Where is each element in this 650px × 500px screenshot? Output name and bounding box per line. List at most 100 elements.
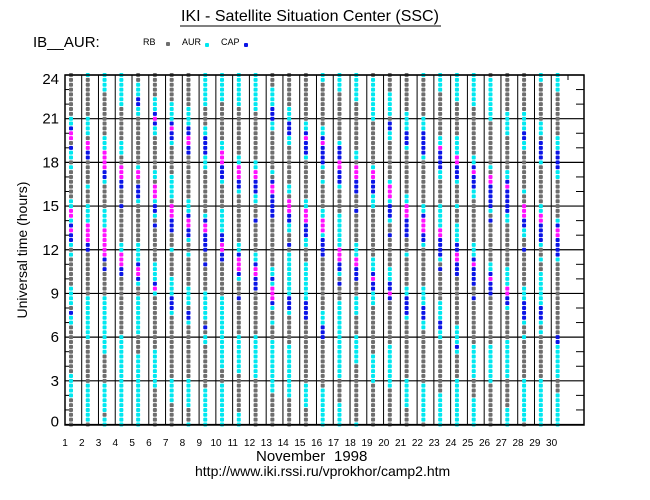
cap-point — [136, 194, 141, 199]
cap-point — [421, 233, 426, 238]
cap-point — [220, 252, 225, 257]
aur-point — [538, 417, 543, 422]
rb-point — [488, 407, 493, 412]
cap-point — [538, 238, 543, 243]
rb-point — [287, 155, 292, 160]
rb-point — [538, 174, 543, 179]
rb-point — [371, 223, 376, 228]
aur-point — [337, 238, 342, 243]
aur-point — [320, 208, 325, 213]
other-point — [169, 213, 174, 218]
aur-point — [186, 121, 191, 126]
aur-point — [102, 320, 107, 325]
aur-point — [371, 194, 376, 199]
rb-point — [85, 291, 90, 296]
rb-point — [287, 238, 292, 243]
aur-point — [186, 199, 191, 204]
cap-point — [236, 252, 241, 257]
rb-point — [438, 286, 443, 291]
aur-point — [220, 296, 225, 301]
aur-point — [270, 126, 275, 131]
aur-point — [421, 325, 426, 330]
aur-point — [371, 165, 376, 170]
rb-point — [522, 339, 527, 344]
rb-point — [387, 140, 392, 145]
aur-point — [421, 121, 426, 126]
rb-point — [555, 267, 560, 272]
aur-point — [102, 310, 107, 315]
rb-point — [421, 267, 426, 272]
rb-point — [471, 320, 476, 325]
cap-point — [555, 252, 560, 257]
rb-point — [102, 92, 107, 97]
aur-point — [320, 398, 325, 403]
rb-point — [236, 106, 241, 111]
rb-point — [152, 301, 157, 306]
rb-point — [220, 194, 225, 199]
rb-point — [404, 87, 409, 92]
aur-point — [337, 306, 342, 310]
aur-point — [538, 286, 543, 291]
cap-point — [253, 218, 258, 223]
cap-point — [220, 170, 225, 175]
rb-point — [136, 223, 141, 228]
rb-point — [354, 102, 359, 107]
rb-point — [387, 330, 392, 335]
aur-point — [438, 301, 443, 306]
rb-point — [538, 111, 543, 116]
rb-point — [152, 296, 157, 301]
aur-point — [555, 174, 560, 179]
aur-point — [522, 417, 527, 422]
rb-point — [354, 199, 359, 204]
aur-point — [102, 344, 107, 349]
rb-point — [102, 126, 107, 131]
cap-point — [555, 160, 560, 165]
aur-point — [522, 335, 527, 340]
rb-point — [471, 199, 476, 204]
rb-point — [253, 291, 258, 296]
cap-point — [522, 131, 527, 136]
aur-point — [119, 398, 124, 403]
rb-point — [337, 398, 342, 403]
cap-point — [555, 223, 560, 228]
other-point — [102, 160, 107, 165]
rb-point — [438, 359, 443, 364]
aur-point — [404, 393, 409, 398]
aur-point — [270, 87, 275, 92]
rb-point — [320, 301, 325, 306]
x-tick-label: 15 — [294, 438, 306, 449]
aur-point — [488, 378, 493, 383]
aur-point — [505, 218, 510, 223]
rb-point — [169, 412, 174, 417]
aur-point — [421, 403, 426, 408]
rb-point — [169, 252, 174, 257]
cap-point — [454, 174, 459, 179]
rb-point — [522, 330, 527, 335]
footer-url[interactable]: http://www.iki.rssi.ru/vprokhor/camp2.ht… — [195, 463, 450, 479]
rb-point — [387, 412, 392, 417]
rb-point — [371, 388, 376, 393]
rb-point — [119, 111, 124, 116]
cap-point — [186, 228, 191, 233]
other-point — [85, 223, 90, 228]
rb-point — [505, 242, 510, 247]
cap-point — [404, 301, 409, 306]
rb-point — [471, 238, 476, 243]
rb-point — [236, 194, 241, 199]
rb-point — [471, 335, 476, 340]
rb-point — [471, 306, 476, 310]
aur-point — [320, 310, 325, 315]
aur-point — [354, 335, 359, 340]
aur-point — [471, 247, 476, 252]
cap-point — [236, 184, 241, 189]
rb-point — [371, 335, 376, 340]
other-point — [287, 204, 292, 209]
aur-point — [371, 257, 376, 262]
aur-point — [538, 398, 543, 403]
rb-point — [505, 150, 510, 155]
rb-point — [287, 407, 292, 412]
rb-point — [69, 349, 73, 354]
rb-point — [371, 160, 376, 165]
aur-point — [320, 417, 325, 422]
rb-point — [253, 150, 258, 155]
